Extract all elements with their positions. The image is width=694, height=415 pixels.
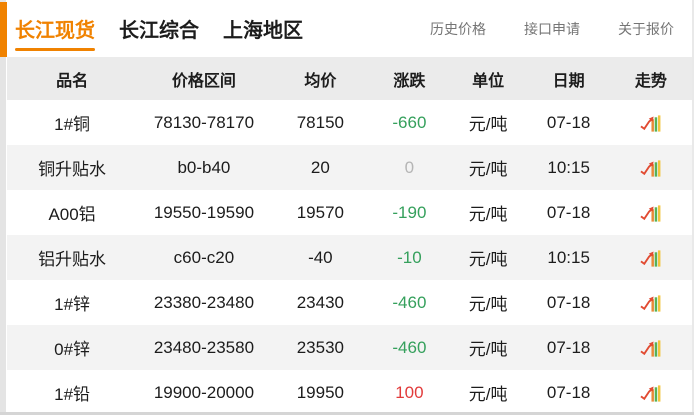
product-name: 铜升贴水 — [7, 145, 138, 190]
unit-value: 元/吨 — [468, 115, 508, 134]
table-row: 0#锌 23480-23580 23530 -460 元/吨 07-18 — [7, 325, 692, 370]
average-price-value: 78150 — [296, 112, 344, 132]
trend-cell — [610, 370, 692, 415]
unit-value: 元/吨 — [468, 385, 508, 404]
header-change: 涨跌 — [370, 57, 449, 100]
average-price-value: 20 — [270, 145, 371, 190]
table-row: 铝升贴水 c60-c20 -40 -10 元/吨 10:15 — [7, 235, 692, 280]
average-price-value: 23430 — [296, 292, 344, 312]
price-range-value: 23380-23480 — [153, 292, 255, 312]
average-price-value: 23530 — [270, 325, 371, 370]
change-value: -190 — [392, 202, 427, 222]
change-value: -660 — [392, 112, 427, 132]
average-price-value: -40 — [270, 235, 371, 280]
trend-cell — [610, 100, 692, 145]
tab-changjiang-spot[interactable]: 长江现货 — [15, 0, 95, 57]
product-name: A00铝 — [48, 205, 96, 224]
tab-shanghai-area[interactable]: 上海地区 — [223, 20, 303, 42]
price-range-value: 19900-20000 — [153, 382, 255, 402]
left-edge-divider — [0, 0, 6, 415]
date-value: 07-18 — [546, 292, 591, 312]
date-value: 10:15 — [527, 235, 610, 280]
header-price-range: 价格区间 — [137, 57, 271, 100]
product-name: 0#锌 — [7, 325, 138, 370]
header-date: 日期 — [527, 57, 610, 100]
price-range-value: 23480-23580 — [137, 325, 271, 370]
tab-changjiang-composite[interactable]: 长江综合 — [119, 20, 199, 42]
product-name: 1#锌 — [54, 295, 91, 314]
trend-chart-icon[interactable] — [640, 204, 661, 222]
change-value: 0 — [370, 145, 449, 190]
tab-bar: 长江现货 长江综合 上海地区 历史价格 接口申请 关于报价 — [7, 0, 692, 57]
product-name: 1#铜 — [54, 115, 91, 134]
date-value: 10:15 — [527, 145, 610, 190]
product-name: 1#铅 — [54, 385, 91, 404]
table-row: 1#铜 78130-78170 78150 -660 元/吨 07-18 — [7, 100, 692, 145]
unit-value: 元/吨 — [448, 325, 528, 370]
average-price-value: 19570 — [296, 202, 344, 222]
panel-content: 长江现货 长江综合 上海地区 历史价格 接口申请 关于报价 品名 价格区间 均价… — [7, 0, 692, 412]
unit-value: 元/吨 — [468, 205, 508, 224]
table-row: 铜升贴水 b0-b40 20 0 元/吨 10:15 — [7, 145, 692, 190]
price-range-value: 19550-19590 — [153, 202, 255, 222]
date-value: 07-18 — [546, 202, 591, 222]
trend-chart-icon[interactable] — [640, 294, 661, 312]
accent-bar — [0, 2, 7, 57]
table-row: A00铝 19550-19590 19570 -190 元/吨 07-18 — [7, 190, 692, 235]
product-name: 铝升贴水 — [7, 235, 138, 280]
right-edge-divider — [692, 0, 694, 415]
bottom-edge-divider — [0, 412, 694, 415]
price-table: 品名 价格区间 均价 涨跌 单位 日期 走势 1#铜 78130-78170 7… — [7, 57, 692, 415]
trend-cell — [609, 235, 692, 280]
header-trend: 走势 — [609, 57, 692, 100]
table-row: 1#锌 23380-23480 23430 -460 元/吨 07-18 — [7, 280, 692, 325]
trend-cell — [609, 145, 692, 190]
unit-value: 元/吨 — [448, 145, 528, 190]
trend-cell — [610, 280, 692, 325]
trend-chart-icon[interactable] — [640, 159, 661, 177]
trend-chart-icon[interactable] — [640, 384, 661, 402]
trend-cell — [610, 190, 692, 235]
date-value: 07-18 — [546, 112, 591, 132]
change-value: -460 — [392, 292, 427, 312]
table-header-row: 品名 价格区间 均价 涨跌 单位 日期 走势 — [7, 57, 692, 100]
trend-chart-icon[interactable] — [640, 249, 661, 267]
link-about-quotes[interactable]: 关于报价 — [618, 20, 674, 37]
link-history-prices[interactable]: 历史价格 — [430, 20, 486, 37]
link-api-apply[interactable]: 接口申请 — [524, 20, 580, 37]
price-range-value: b0-b40 — [137, 145, 271, 190]
trend-chart-icon[interactable] — [640, 114, 661, 132]
header-average-price: 均价 — [270, 57, 371, 100]
price-range-value: 78130-78170 — [153, 112, 255, 132]
price-range-value: c60-c20 — [137, 235, 271, 280]
header-unit: 单位 — [448, 57, 528, 100]
average-price-value: 19950 — [296, 382, 344, 402]
unit-value: 元/吨 — [448, 235, 528, 280]
change-value: -10 — [370, 235, 449, 280]
date-value: 07-18 — [527, 325, 610, 370]
date-value: 07-18 — [546, 382, 591, 402]
header-product: 品名 — [7, 57, 138, 100]
change-value: -460 — [370, 325, 449, 370]
trend-chart-icon[interactable] — [640, 339, 661, 357]
change-value: 100 — [395, 382, 424, 402]
unit-value: 元/吨 — [468, 295, 508, 314]
table-row: 1#铅 19900-20000 19950 100 元/吨 07-18 — [7, 370, 692, 415]
trend-cell — [609, 325, 692, 370]
